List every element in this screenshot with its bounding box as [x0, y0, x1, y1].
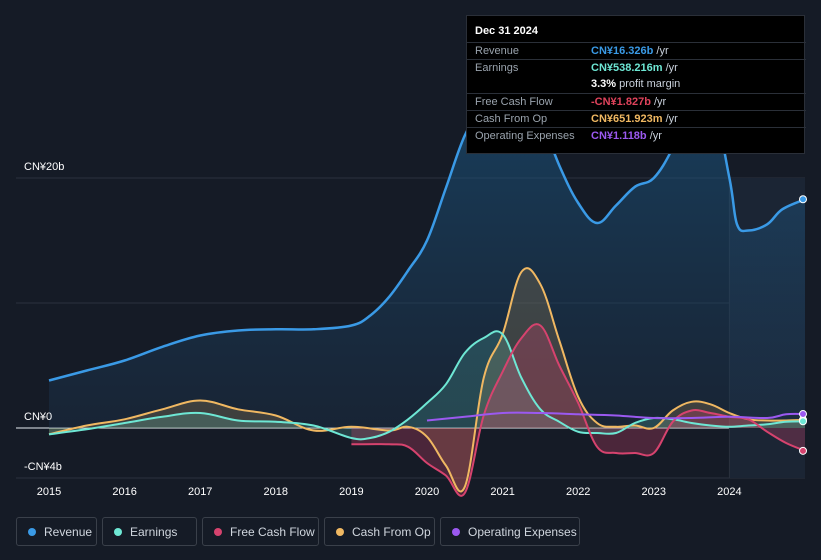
tooltip-label: Earnings — [475, 62, 519, 74]
legend-item-cash-from-op[interactable]: Cash From Op — [324, 517, 435, 546]
x-tick-label: 2015 — [37, 486, 61, 498]
x-tick-label: 2019 — [339, 486, 363, 498]
tooltip-row-cfo: Cash From Op CN¥651.923m /yr — [467, 110, 806, 127]
chart: CN¥20b CN¥0 -CN¥4b 2015 2016 2017 2018 2019 2020… — [16, 77, 807, 498]
revenue-area — [49, 78, 805, 428]
legend-label: Free Cash Flow — [230, 525, 315, 539]
tooltip-panel: Dec 31 2024 Revenue CN¥16.326b /yr Earni… — [466, 15, 806, 154]
legend-dot-icon — [452, 528, 460, 536]
tooltip-row-earnings: Earnings CN¥538.216m /yr — [467, 59, 806, 76]
x-tick-label: 2021 — [490, 486, 514, 498]
y-tick-label: CN¥0 — [24, 411, 52, 423]
cash-from-op-line — [48, 267, 806, 493]
tooltip-margin: 3.3% profit margin — [591, 78, 681, 90]
legend-label: Cash From Op — [352, 525, 431, 539]
x-tick-label: 2020 — [415, 486, 439, 498]
tooltip-value: CN¥651.923m /yr — [591, 113, 678, 125]
legend-dot-icon — [214, 528, 222, 536]
legend-item-earnings[interactable]: Earnings — [102, 517, 197, 546]
tooltip-row-fcf: Free Cash Flow -CN¥1.827b /yr — [467, 93, 806, 110]
legend-label: Earnings — [130, 525, 178, 539]
free-cash-flow-area — [351, 324, 805, 496]
legend-label: Operating Expenses — [468, 525, 577, 539]
operating-expenses-line — [426, 411, 806, 422]
tooltip-label: Cash From Op — [475, 113, 548, 125]
tooltip-label: Revenue — [475, 45, 520, 57]
legend-dot-icon — [114, 528, 122, 536]
tooltip-row-revenue: Revenue CN¥16.326b /yr — [467, 42, 806, 59]
tooltip-value: CN¥16.326b /yr — [591, 45, 669, 57]
x-tick-label: 2018 — [264, 486, 288, 498]
legend-item-free-cash-flow[interactable]: Free Cash Flow — [202, 517, 319, 546]
operating-expenses-end-point — [799, 410, 807, 419]
x-tick-label: 2022 — [566, 486, 590, 498]
earnings-end-point — [799, 417, 807, 426]
x-tick-label: 2024 — [717, 486, 741, 498]
legend-label: Revenue — [44, 525, 93, 539]
legend-item-operating-expenses[interactable]: Operating Expenses — [440, 517, 580, 546]
revenue-end-point — [799, 195, 807, 204]
legend-dot-icon — [28, 528, 36, 536]
tooltip-value: CN¥538.216m /yr — [591, 62, 678, 74]
earnings-area — [49, 331, 805, 440]
x-tick-label: 2023 — [642, 486, 666, 498]
y-tick-label: CN¥20b — [24, 161, 64, 173]
tooltip-value: -CN¥1.827b /yr — [591, 96, 667, 108]
tooltip-label: Operating Expenses — [475, 130, 575, 142]
tooltip-row-opex: Operating Expenses CN¥1.118b /yr — [467, 127, 806, 144]
tooltip-date: Dec 31 2024 — [475, 25, 538, 37]
y-tick-label: -CN¥4b — [24, 461, 62, 473]
legend-dot-icon — [336, 528, 344, 536]
legend-item-revenue[interactable]: Revenue — [16, 517, 97, 546]
tooltip-value: CN¥1.118b /yr — [591, 130, 662, 142]
earnings-line — [48, 330, 806, 441]
tooltip-label: Free Cash Flow — [475, 96, 553, 108]
x-tick-label: 2017 — [188, 486, 212, 498]
free-cash-flow-end-point — [799, 446, 807, 455]
tooltip-row-margin: 3.3% profit margin — [467, 76, 806, 93]
x-tick-label: 2016 — [112, 486, 136, 498]
